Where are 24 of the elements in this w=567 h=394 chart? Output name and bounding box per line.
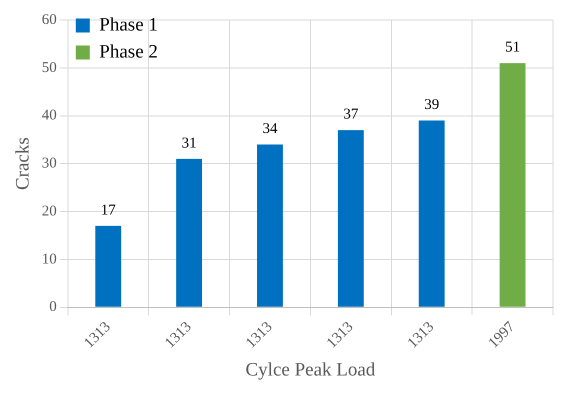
bar bbox=[95, 226, 122, 307]
data-label: 34 bbox=[262, 120, 278, 137]
y-axis-title: Cracks bbox=[12, 137, 34, 190]
legend-label: Phase 1 bbox=[99, 14, 158, 36]
bar bbox=[338, 130, 364, 307]
y-tick-label: 10 bbox=[42, 251, 57, 268]
y-tick-label: 50 bbox=[42, 60, 57, 76]
y-tick-label: 60 bbox=[42, 12, 57, 28]
y-tick-label: 40 bbox=[42, 108, 57, 124]
data-label: 17 bbox=[100, 202, 116, 218]
bar bbox=[176, 158, 202, 307]
y-tick-label: 0 bbox=[49, 299, 57, 316]
x-tick-label: 1313 bbox=[243, 318, 276, 352]
x-axis-title: Cylce Peak Load bbox=[246, 360, 376, 381]
bar bbox=[257, 144, 283, 307]
bar bbox=[418, 120, 445, 307]
data-label: 51 bbox=[505, 40, 520, 56]
data-label: 39 bbox=[424, 96, 440, 113]
data-label: 37 bbox=[343, 106, 359, 123]
legend-label: Phase 2 bbox=[99, 41, 158, 62]
y-tick-label: 20 bbox=[42, 203, 57, 220]
data-label: 31 bbox=[182, 135, 197, 152]
y-tick-label: 30 bbox=[42, 156, 57, 172]
bar bbox=[500, 63, 526, 307]
